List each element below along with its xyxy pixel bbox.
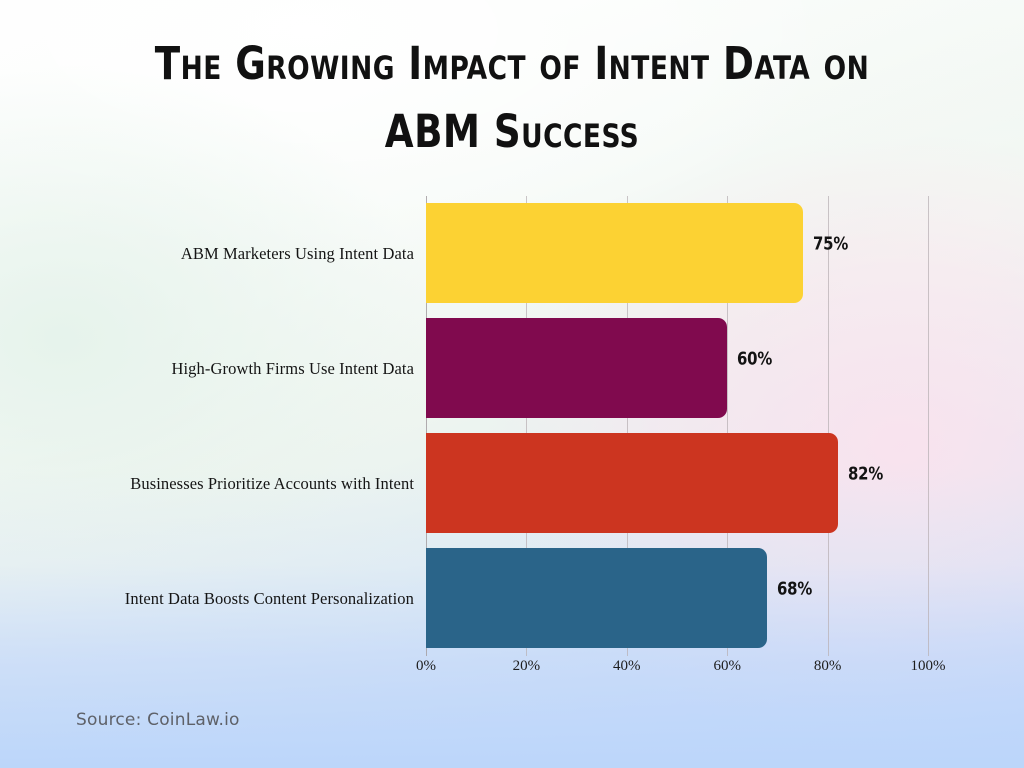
bar[interactable] [426,548,768,648]
gridline-100 [928,196,929,656]
gridline-40 [626,196,628,656]
bar-row: 68% [426,541,928,656]
bar-group: 75% 60% 82% 68% [426,196,928,656]
source-note: Source: CoinLaw.io [76,710,240,730]
category-axis-labels: ABM Marketers Using Intent Data High-Grow… [40,196,414,656]
x-tick-label: 20% [512,658,541,674]
bar-row: 75% [426,196,928,311]
bar-row: 60% [426,311,928,426]
bar-value-label: 68% [777,578,813,600]
x-tick-label: 100% [910,658,946,674]
plot-area [426,196,929,656]
gridline-20 [526,196,528,656]
gridline-0 [426,196,427,656]
category-label: Intent Data Boosts Content Personalizati… [124,588,414,608]
x-tick-label: 60% [713,658,741,674]
bar-value-label: 60% [737,348,773,370]
gridline-60 [727,196,729,656]
category-label: ABM Marketers Using Intent Data [180,243,414,263]
chart-title: The Growing Impact of Intent Data on ABM… [154,37,870,159]
bar-row: 82% [426,426,928,541]
bar[interactable] [426,203,803,303]
x-axis-tick-labels: 0% 20% 40% 60% 80% 100% [416,658,946,688]
bar[interactable] [426,433,838,533]
bar-value-label: 82% [847,463,883,485]
bar[interactable] [426,318,728,418]
bar-value-label: 75% [812,233,848,255]
category-label: High-Growth Firms Use Intent Data [171,358,414,378]
gridline-80 [827,196,829,656]
x-tick-label: 80% [813,658,842,674]
category-label: Businesses Prioritize Accounts with Inte… [130,473,414,493]
x-tick-label: 0% [416,658,436,674]
x-tick-label: 40% [613,658,641,674]
